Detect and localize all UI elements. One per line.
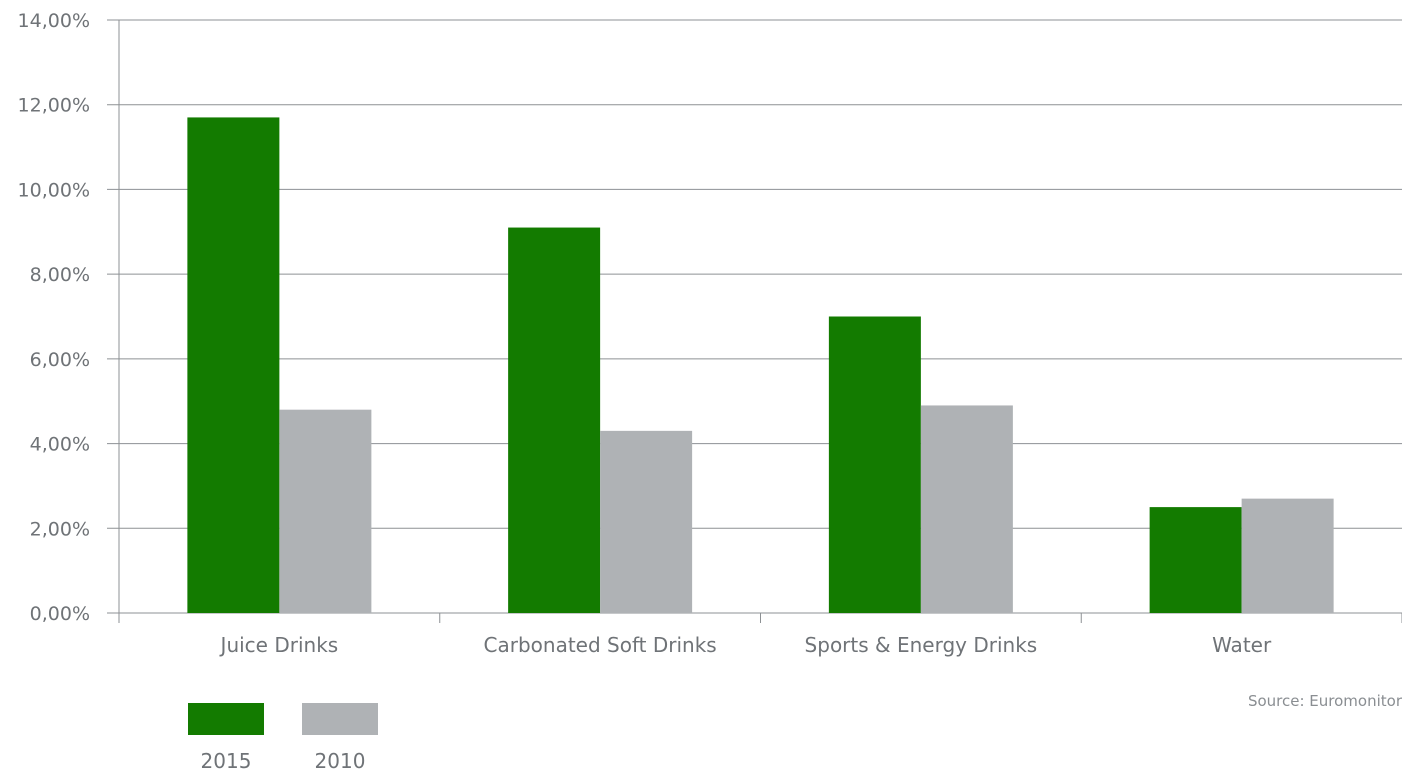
y-tick-label: 0,00%: [30, 603, 90, 625]
legend-swatch-2010: [302, 703, 378, 735]
bar-chart: 0,00% 2,00% 4,00% 6,00% 8,00% 10,00% 12,00% 14,…: [18, 10, 1402, 657]
legend-label-2015: 2015: [200, 749, 252, 773]
y-tick-label: 8,00%: [30, 264, 90, 286]
legend-label-2010: 2010: [314, 749, 366, 773]
bar-2010-0: [279, 409, 372, 613]
legend-item-2015: 2015: [188, 703, 264, 773]
y-tick-label: 10,00%: [18, 179, 90, 201]
bar-2010-2: [920, 405, 1013, 613]
bar-2010-1: [600, 430, 693, 613]
y-tick-label: 6,00%: [30, 349, 90, 371]
x-category-label: Water: [1212, 633, 1272, 657]
x-category-label: Sports & Energy Drinks: [805, 633, 1038, 657]
legend: 2015 2010: [188, 703, 378, 773]
y-tick-label: 14,00%: [18, 10, 90, 32]
legend-item-2010: 2010: [302, 703, 378, 773]
bar-2015-0: [187, 117, 280, 614]
x-category-label: Carbonated Soft Drinks: [484, 633, 717, 657]
bar-2015-1: [508, 227, 601, 614]
bar-2015-2: [828, 316, 921, 613]
y-tick-label: 4,00%: [30, 434, 90, 456]
bar-2010-3: [1241, 498, 1334, 613]
bar-2015-3: [1149, 507, 1242, 613]
y-tick-label: 2,00%: [30, 518, 90, 540]
legend-swatch-2015: [188, 703, 264, 735]
x-category-label: Juice Drinks: [219, 633, 339, 657]
y-tick-label: 12,00%: [18, 95, 90, 117]
source-note: Source: Euromonitor: [1247, 692, 1402, 710]
